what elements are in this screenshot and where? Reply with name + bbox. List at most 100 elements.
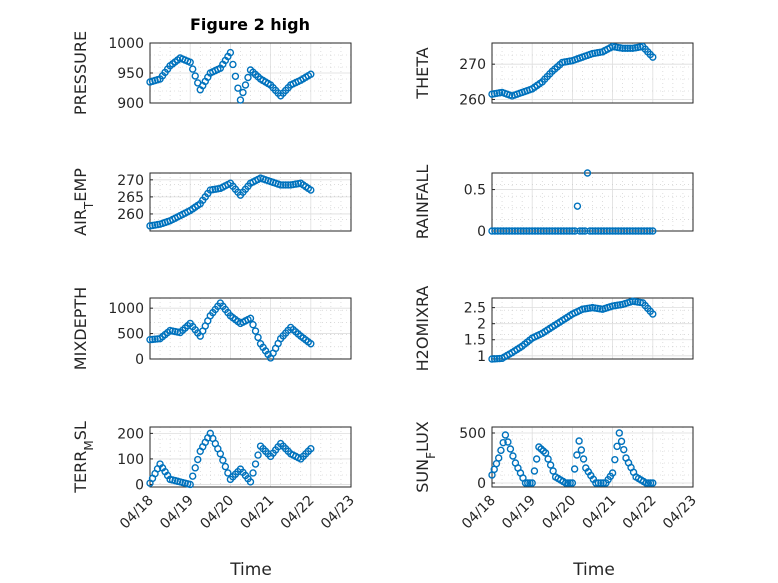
y-axis-label: SUNFLUX [413,421,438,493]
data-point [615,429,623,437]
y-tick-label: 900 [117,96,144,112]
y-tick-label: 265 [117,190,144,206]
data-point [191,464,199,472]
data-point [575,437,583,445]
data-point [573,451,581,459]
data-point [509,452,517,460]
x-tick-label: 04/22 [620,493,660,533]
data-point [488,355,496,363]
data-point [279,181,287,189]
y-tick-label: 0 [477,224,486,240]
data-point [189,65,197,73]
data-point [189,472,197,480]
data-point [613,442,621,451]
data-point [499,438,507,447]
data-point [194,455,202,464]
data-point [576,227,584,235]
data-point [221,462,230,471]
data-point [618,44,627,52]
data-point [276,181,285,189]
y-axis-label: TERRMSL [71,421,96,494]
data-point [646,227,654,235]
data-point [617,437,626,446]
panel-sun-flux: 0 500 SUNFLUX 04/18 04/19 04/20 04/21 04/22 04/2… [413,421,700,532]
data-point [577,446,586,454]
y-tick-label: 1 [477,349,486,365]
data-point [649,53,657,61]
data-point [581,227,589,235]
data-point [246,314,255,323]
data-point [229,60,237,69]
data-point [186,480,194,489]
data-point [254,333,262,342]
data-point [307,445,315,453]
y-axis-label: H2OMIXRA [413,286,432,372]
data-point [649,310,657,318]
panel-rainfall: 0 0.5 RAINFALL [413,165,694,240]
x-tick-label: 04/21 [580,493,620,533]
x-tick-label: 04/23 [660,493,700,533]
data-point [573,202,582,210]
axes-frame [149,426,352,488]
panel-theta: 260 270 THETA [413,42,694,108]
data-point [566,479,574,487]
data-point [148,335,157,344]
y-axis-label: RAINFALL [413,165,432,240]
data-point [191,72,199,80]
data-point [231,72,240,81]
axes-frame [491,42,694,104]
x-tick-label: 04/22 [278,493,318,533]
data-point [646,479,655,487]
y-tick-label: 2 [477,317,486,333]
data-point [592,479,600,487]
y-tick-label: 0 [477,476,486,492]
data-point [544,455,552,463]
data-point [307,186,315,194]
data-point [649,227,657,235]
axes-frame [149,297,352,360]
y-tick-label: 270 [117,173,144,189]
data-point [493,354,501,363]
data-point [307,340,315,348]
data-point [528,479,536,487]
data-point [579,455,588,463]
data-point [307,70,315,78]
data-point [568,479,577,487]
data-point [241,81,250,89]
data-point [594,479,603,487]
y-tick-label: 260 [117,207,144,223]
x-tick-label: 04/19 [157,493,197,533]
y-axis-label: MIXDEPTH [71,287,90,370]
data-point [599,479,608,487]
data-point [219,456,227,464]
data-point [249,320,257,329]
data-point [546,461,555,469]
y-tick-label: 270 [459,57,486,73]
data-point [504,438,512,446]
axes-frame [149,172,352,232]
data-point [524,479,532,487]
data-point [236,96,245,104]
y-tick-label: 1000 [108,301,144,317]
data-point [649,479,657,487]
data-point [249,469,257,477]
y-tick-label: 2.5 [464,301,486,317]
x-tick-label: 04/19 [499,493,539,533]
y-tick-label: 0.5 [464,183,486,199]
y-tick-label: 200 [117,426,144,442]
data-point [186,58,194,66]
panel-pressure: 900 950 1000 PRESSURE [71,31,352,115]
data-point [251,327,260,335]
data-point [251,460,260,468]
y-tick-label: 1.5 [464,333,486,349]
data-point [224,469,232,477]
y-tick-label: 100 [117,452,144,468]
data-point [501,431,510,439]
y-axis-label: PRESSURE [71,31,90,115]
data-point [541,449,550,457]
data-point [623,44,632,52]
data-point [497,446,505,455]
x-tick-label: 04/18 [459,493,499,533]
x-axis-label-left: Time [229,560,272,580]
data-point [521,479,530,487]
